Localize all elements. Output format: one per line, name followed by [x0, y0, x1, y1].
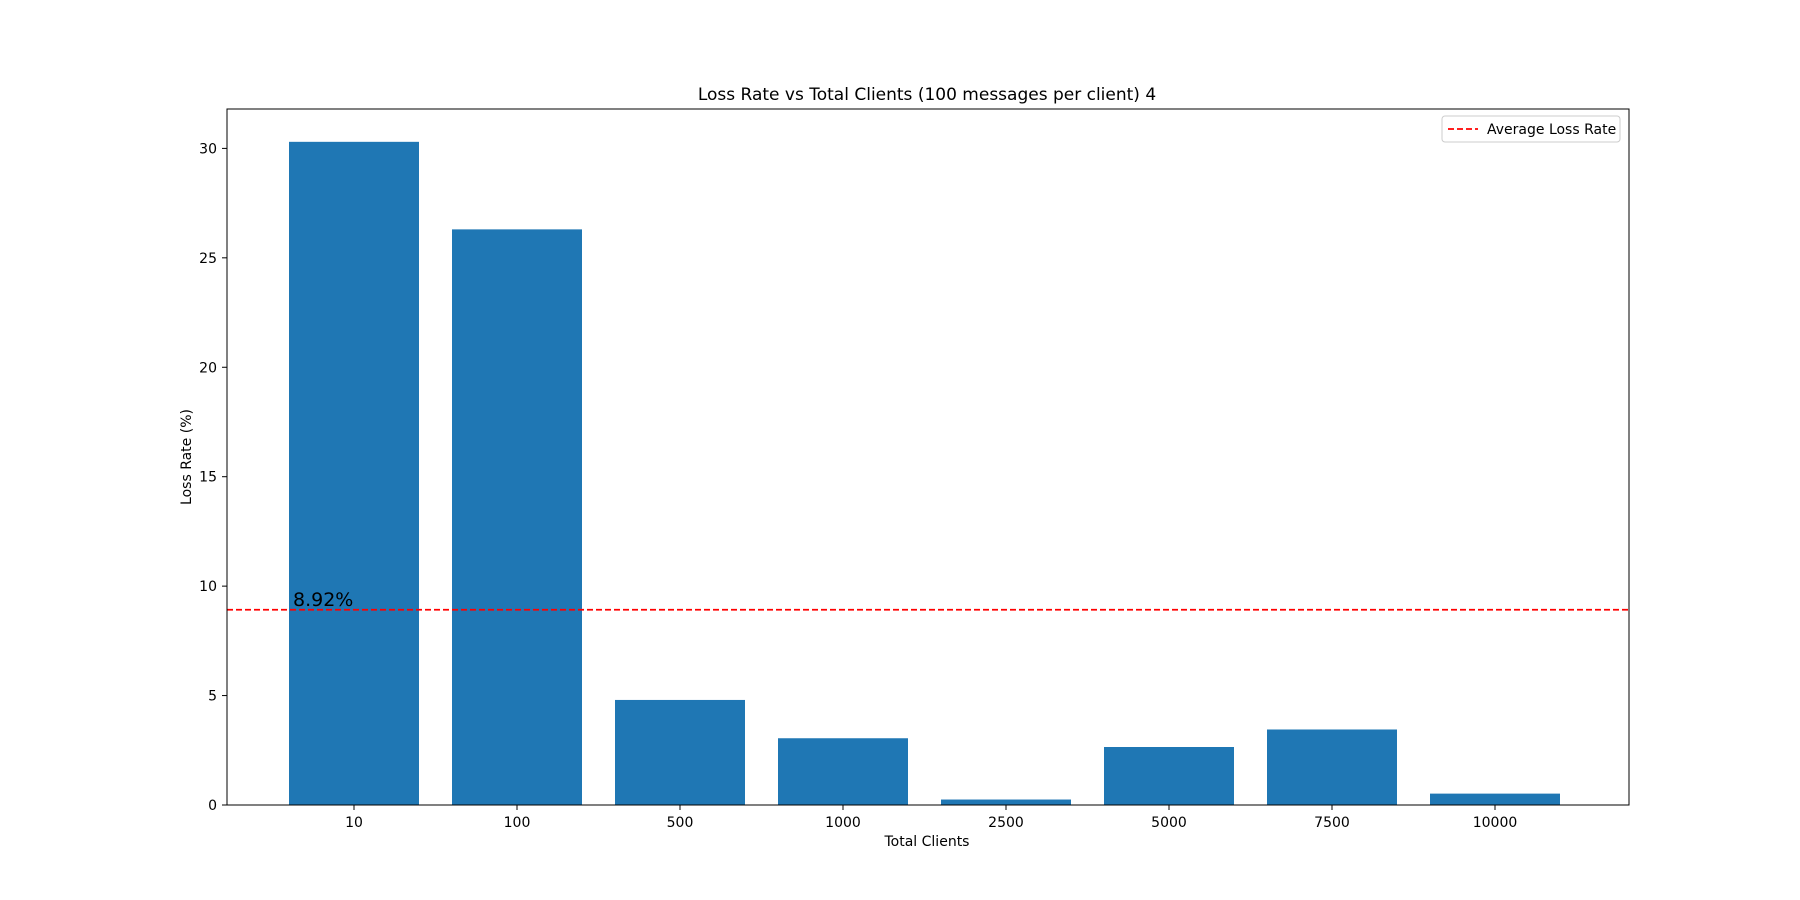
x-axis-label: Total Clients — [884, 834, 970, 850]
x-tick-label: 7500 — [1314, 815, 1350, 831]
y-tick-label: 15 — [199, 470, 217, 486]
y-tick-label: 0 — [208, 798, 217, 814]
x-tick-label: 500 — [667, 815, 694, 831]
bar-500 — [615, 699, 745, 805]
legend: Average Loss Rate — [1441, 115, 1621, 143]
average-line-group: 8.92% — [227, 589, 1629, 611]
bar-group — [289, 141, 1560, 805]
legend-box — [1441, 115, 1621, 143]
x-tick-label: 5000 — [1151, 815, 1187, 831]
bar-5000 — [1104, 747, 1234, 805]
bar-2500 — [941, 799, 1071, 805]
y-tick-label: 30 — [199, 141, 217, 157]
x-tick-label: 100 — [504, 815, 531, 831]
y-axis-label: Loss Rate (%) — [179, 409, 195, 505]
y-tick-label: 20 — [199, 360, 217, 376]
legend-label-average-loss-rate: Average Loss Rate — [1487, 122, 1616, 138]
y-tick-label: 25 — [199, 251, 217, 267]
y-tick-label: 10 — [199, 579, 217, 595]
y-axis: 0 5 10 15 20 25 30 — [199, 141, 227, 814]
average-loss-rate-annotation: 8.92% — [293, 589, 353, 611]
x-tick-label: 10000 — [1473, 815, 1518, 831]
x-tick-label: 2500 — [988, 815, 1024, 831]
x-tick-label: 1000 — [825, 815, 861, 831]
bar-10000 — [1430, 793, 1560, 805]
x-axis: 10 100 500 1000 2500 5000 7500 10000 — [345, 805, 1517, 831]
bar-100 — [452, 229, 582, 805]
chart-title: Loss Rate vs Total Clients (100 messages… — [698, 85, 1156, 105]
x-tick-label: 10 — [345, 815, 363, 831]
plot-frame — [226, 108, 1630, 806]
y-tick-label: 5 — [208, 689, 217, 705]
bar-10 — [289, 141, 419, 805]
bar-1000 — [778, 738, 908, 805]
bar-7500 — [1267, 729, 1397, 805]
